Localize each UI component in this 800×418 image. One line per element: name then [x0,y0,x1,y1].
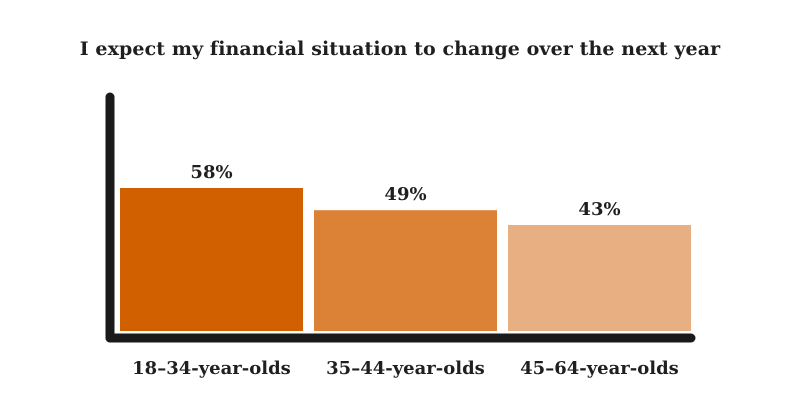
chart-title: I expect my financial situation to chang… [79,38,721,60]
bar-3 [508,224,691,331]
bar-2 [314,210,497,331]
bar-1 [120,188,303,331]
category-label-1: 18–34-year-olds [132,358,291,379]
value-label-2: 49% [384,184,426,205]
category-label-2: 35–44-year-olds [326,358,485,379]
bars-layer [120,188,691,331]
value-label-1: 58% [190,162,232,183]
axes-layer [105,92,696,343]
labels-layer: 58% 18–34-year-olds 49% 35–44-year-olds 43% 4… [132,162,679,379]
value-label-3: 43% [578,199,620,220]
category-label-3: 45–64-year-olds [520,358,679,379]
